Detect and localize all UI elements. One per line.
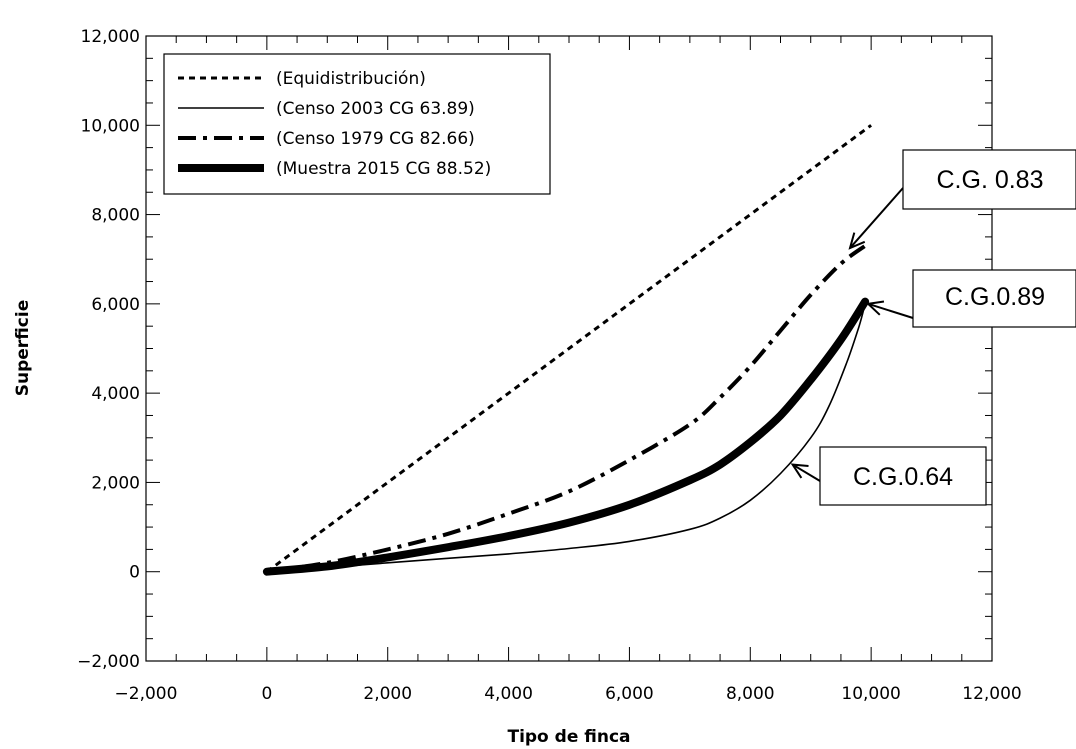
x-tick-labels: −2,000 0 2,000 4,000 6,000 8,000 10,000 12,000 (115, 684, 1022, 704)
y-tick-label: 4,000 (91, 384, 140, 404)
callout-arrowhead-2 (865, 300, 885, 316)
y-tick-label: −2,000 (77, 652, 140, 672)
x-tick-label: 12,000 (962, 684, 1021, 704)
callout-arrow-3 (792, 463, 821, 482)
callout-label-2: C.G.0.89 (945, 283, 1045, 311)
y-tick-label: 2,000 (91, 473, 140, 493)
callout-arrow-2 (867, 302, 914, 319)
callout-box-2 (912, 269, 1076, 328)
legend-label-4: (Muestra 2015 CG 88.52) (276, 159, 491, 179)
x-tick-label: 4,000 (484, 684, 533, 704)
legend-label-3: (Censo 1979 CG 82.66) (276, 129, 475, 149)
x-tick-label: −2,000 (115, 684, 178, 704)
series-line-2 (266, 303, 866, 573)
callout-arrowhead-3 (790, 463, 809, 479)
x-tick-label: 0 (261, 684, 272, 704)
y-tick-label: 0 (129, 563, 140, 583)
x-tick-label: 10,000 (841, 684, 900, 704)
y-axis-title: Superficie (13, 300, 33, 396)
x-tick-label: 2,000 (363, 684, 412, 704)
series-line-1 (266, 124, 872, 573)
callout-label-1: C.G. 0.83 (937, 166, 1044, 194)
y-tick-label: 10,000 (81, 116, 140, 136)
series-line-4 (262, 297, 870, 576)
legend-label-1: (Equidistribución) (276, 69, 426, 89)
axis-ticks (145, 35, 993, 662)
annotations: C.G. 0.83 C.G.0.89 C.G.0.64 (790, 149, 1076, 506)
y-tick-label: 8,000 (91, 206, 140, 226)
x-tick-label: 6,000 (605, 684, 654, 704)
callout-arrowhead-1 (848, 232, 866, 250)
callout-label-3: C.G.0.64 (853, 463, 953, 491)
y-tick-label: 6,000 (91, 295, 140, 315)
callout-arrow-1 (849, 187, 904, 249)
callout-box-1 (902, 149, 1076, 210)
x-axis-title: Tipo de finca (507, 727, 630, 747)
y-tick-labels: −2,000 0 2,000 4,000 6,000 8,000 10,000 12,000 (77, 27, 140, 672)
series-layer (262, 124, 872, 576)
x-tick-label: 8,000 (726, 684, 775, 704)
y-tick-label: 12,000 (81, 27, 140, 47)
legend-label-2: (Censo 2003 CG 63.89) (276, 99, 475, 119)
callout-box-3 (819, 446, 987, 506)
legend: (Equidistribución) (Censo 2003 CG 63.89) (… (163, 53, 551, 195)
series-line-3 (266, 244, 867, 574)
